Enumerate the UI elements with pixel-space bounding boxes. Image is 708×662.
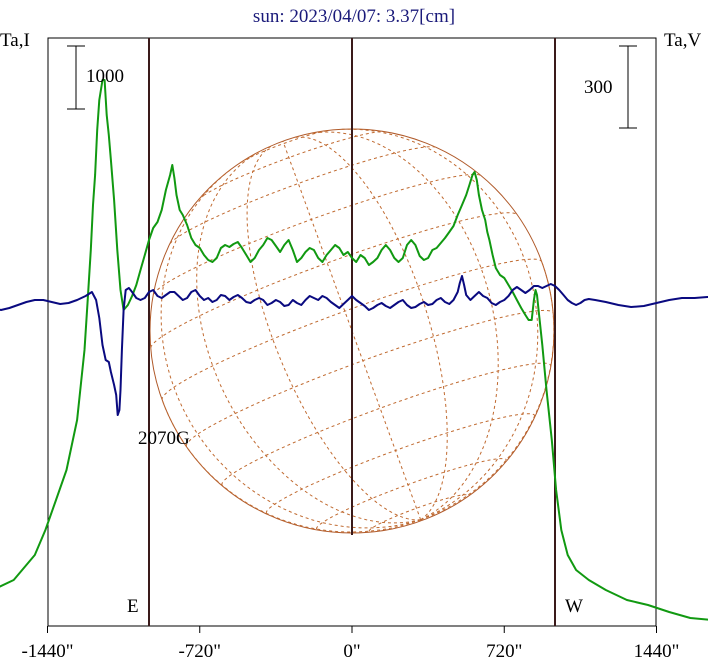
series-line-I	[0, 79, 708, 621]
left-axis-label: Ta,I	[0, 30, 30, 51]
west-label: W	[565, 596, 583, 617]
series-line-V	[0, 275, 708, 416]
parallel-line	[161, 258, 543, 401]
parallel-line	[368, 494, 468, 532]
parallel-line	[221, 362, 552, 486]
meridian-line	[304, 131, 499, 521]
region-annotation: 2070G	[138, 428, 190, 449]
meridian-line	[196, 149, 421, 524]
parallel-line	[153, 173, 481, 295]
right-axis-label: Ta,V	[664, 30, 701, 51]
meridian-line	[246, 145, 421, 521]
east-label: E	[127, 596, 139, 617]
left-scale-label: 1000	[86, 66, 124, 87]
x-tick-label: 0"	[343, 641, 360, 662]
parallel-line	[150, 212, 518, 348]
right-scale-bar	[619, 45, 637, 129]
chart-title: sun: 2023/04/07: 3.37[cm]	[253, 6, 455, 27]
x-tick-label: -720"	[178, 641, 221, 662]
meridian-line	[160, 168, 421, 529]
heliographic-grid	[150, 128, 555, 533]
left-scale-bar	[67, 45, 85, 110]
parallel-line	[239, 129, 330, 164]
x-axis-ticks: -1440" -720" 0" 720" 1440"	[21, 626, 679, 662]
parallel-line	[265, 413, 536, 514]
right-scale-label: 300	[584, 77, 613, 98]
parallel-line	[169, 146, 436, 244]
parallel-line	[185, 309, 554, 447]
parallel-line	[315, 458, 507, 530]
meridian-line	[339, 128, 539, 521]
x-tick-label: -1440"	[21, 641, 73, 662]
x-tick-label: 1440"	[634, 641, 680, 662]
parallel-line	[198, 131, 385, 200]
meridian-line	[282, 140, 422, 520]
x-tick-label: 720"	[486, 641, 522, 662]
meridian-line	[294, 136, 448, 521]
series-layer	[0, 79, 708, 621]
